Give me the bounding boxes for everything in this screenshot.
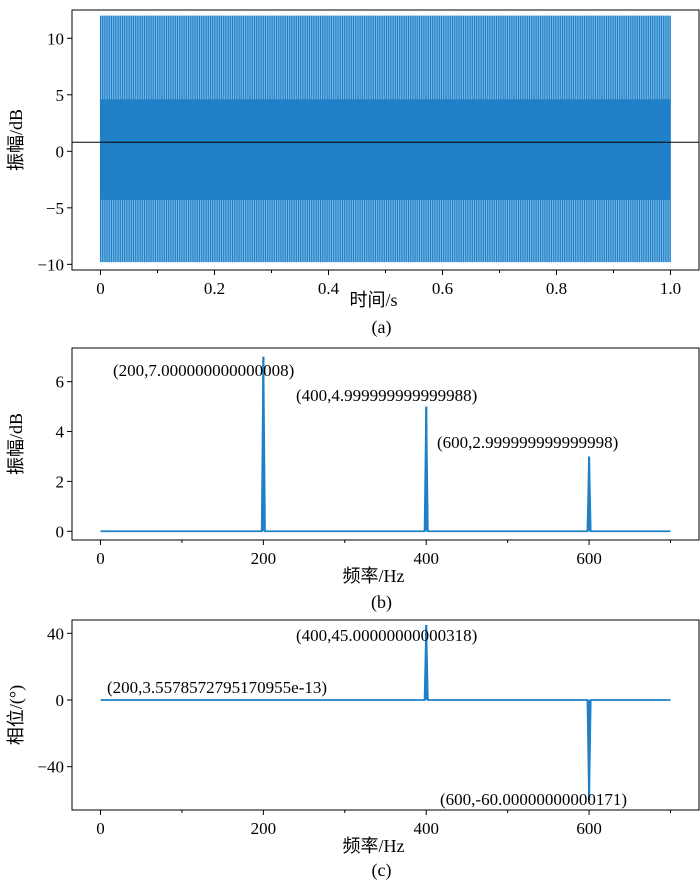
y-tick-label: 40 [47,624,64,643]
y-tick-label: 4 [56,423,65,442]
panel-caption: (b) [371,592,392,613]
x-tick-label: 0.2 [204,279,225,298]
x-tick-label: 1.0 [660,279,681,298]
panel-caption: (c) [372,860,392,880]
x-tick-label: 0.8 [546,279,567,298]
x-tick-label: 200 [251,549,277,568]
y-tick-label: −40 [37,758,64,777]
y-tick-label: 2 [56,472,65,491]
y-tick-label: 6 [56,373,65,392]
point-annotation: (600,-60.00000000000171) [440,790,627,809]
x-tick-label: 0 [96,279,105,298]
x-tick-label: 600 [576,819,602,838]
y-tick-label: −5 [46,199,64,218]
y-tick-label: 10 [47,29,64,48]
x-tick-label: 0 [96,549,105,568]
panel-b: 0 200 400 600 0 2 4 6 频率/Hz 振幅/dB (b) (200,7.000000… [6,347,700,613]
y-tick-label: 0 [56,691,65,710]
y-tick-label: −10 [37,255,64,274]
x-tick-label: 400 [413,549,439,568]
y-axis-label: 相位/(°) [6,685,27,745]
panel-c: 0 200 400 600 −40 0 40 频率/Hz 相位/(°) (c) (200,3.557… [6,619,700,880]
x-tick-label: 0 [96,819,105,838]
plot-frame [71,347,700,541]
panel-caption: (a) [372,317,392,338]
y-tick-label: 0 [56,522,65,541]
series-line [100,624,671,801]
x-tick-label: 600 [576,549,602,568]
point-annotation: (400,4.999999999999988) [296,386,477,405]
y-tick-label: 5 [56,86,65,105]
plot-frame [71,619,700,811]
y-axis-label: 振幅/dB [6,413,26,475]
point-annotation: (200,7.000000000000008) [113,361,294,380]
x-axis-label: 频率/Hz [343,836,405,856]
x-axis-label: 频率/Hz [343,566,405,586]
x-tick-label: 0.6 [432,279,453,298]
y-tick-label: 0 [56,142,65,161]
x-tick-label: 200 [251,819,277,838]
x-axis-label: 时间/s [349,290,397,310]
x-tick-label: 0.4 [318,279,340,298]
point-annotation: (200,3.5578572795170955e-13) [107,678,327,697]
point-annotation: (400,45.00000000000318) [296,626,477,645]
x-tick-label: 400 [413,819,439,838]
y-axis-label: 振幅/dB [6,109,26,171]
signal-inner-band [100,99,671,200]
point-annotation: (600,2.999999999999998) [437,433,618,452]
panel-a: 0 0.2 0.4 0.6 0.8 1.0 −10 −5 0 5 10 时间/s 振幅/dB (a) [6,9,700,338]
